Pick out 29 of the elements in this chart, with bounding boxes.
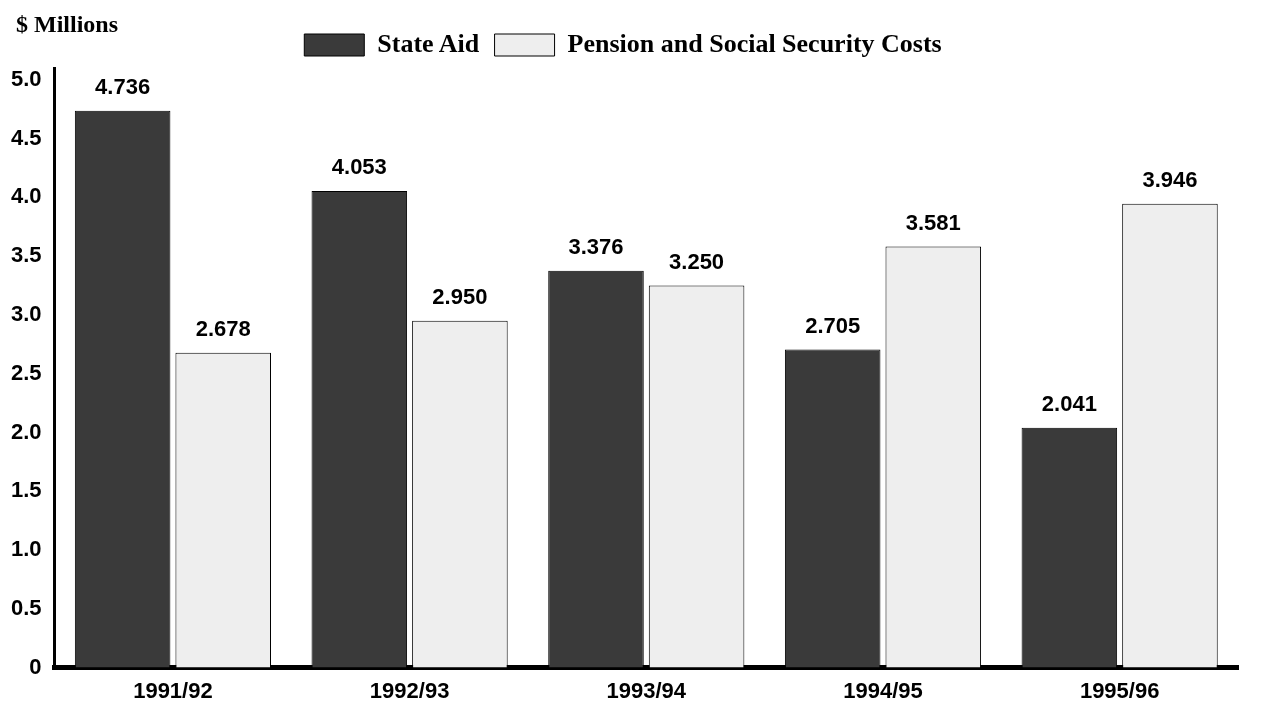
data-label: 2.950: [432, 283, 488, 309]
legend-label: State Aid: [377, 28, 480, 58]
data-label: 4.053: [331, 154, 387, 180]
y-tick-label: 0: [29, 653, 42, 679]
x-tick-label: 1994/95: [843, 677, 923, 703]
data-label: 2.041: [1041, 390, 1097, 416]
data-label: 3.376: [568, 233, 624, 259]
data-label: 4.736: [95, 73, 151, 99]
data-label: 2.705: [805, 312, 861, 338]
data-label: 2.678: [195, 315, 251, 341]
y-tick-label: 1.5: [10, 477, 42, 503]
x-tick-label: 1991/92: [133, 677, 213, 703]
y-tick-label: 0.5: [10, 594, 42, 620]
x-tick-label: 1992/93: [369, 677, 450, 703]
y-axis-title: $ Millions: [16, 11, 119, 38]
y-tick-label: 4.5: [10, 124, 42, 150]
y-tick-label: 1.0: [10, 536, 42, 562]
y-tick-label: 2.0: [10, 418, 42, 444]
x-tick-label: 1993/94: [606, 677, 687, 703]
data-label: 3.946: [1142, 166, 1198, 192]
y-tick-label: 3.0: [10, 300, 42, 326]
y-tick-label: 3.5: [10, 242, 42, 268]
y-tick-label: 4.0: [10, 183, 42, 209]
data-label: 3.581: [905, 209, 961, 235]
x-tick-label: 1995/96: [1079, 677, 1160, 703]
data-label: 3.250: [669, 248, 725, 274]
y-tick-label: 5.0: [10, 65, 42, 91]
legend-label: Pension and Social Security Costs: [567, 28, 942, 58]
y-tick-label: 2.5: [10, 359, 42, 385]
